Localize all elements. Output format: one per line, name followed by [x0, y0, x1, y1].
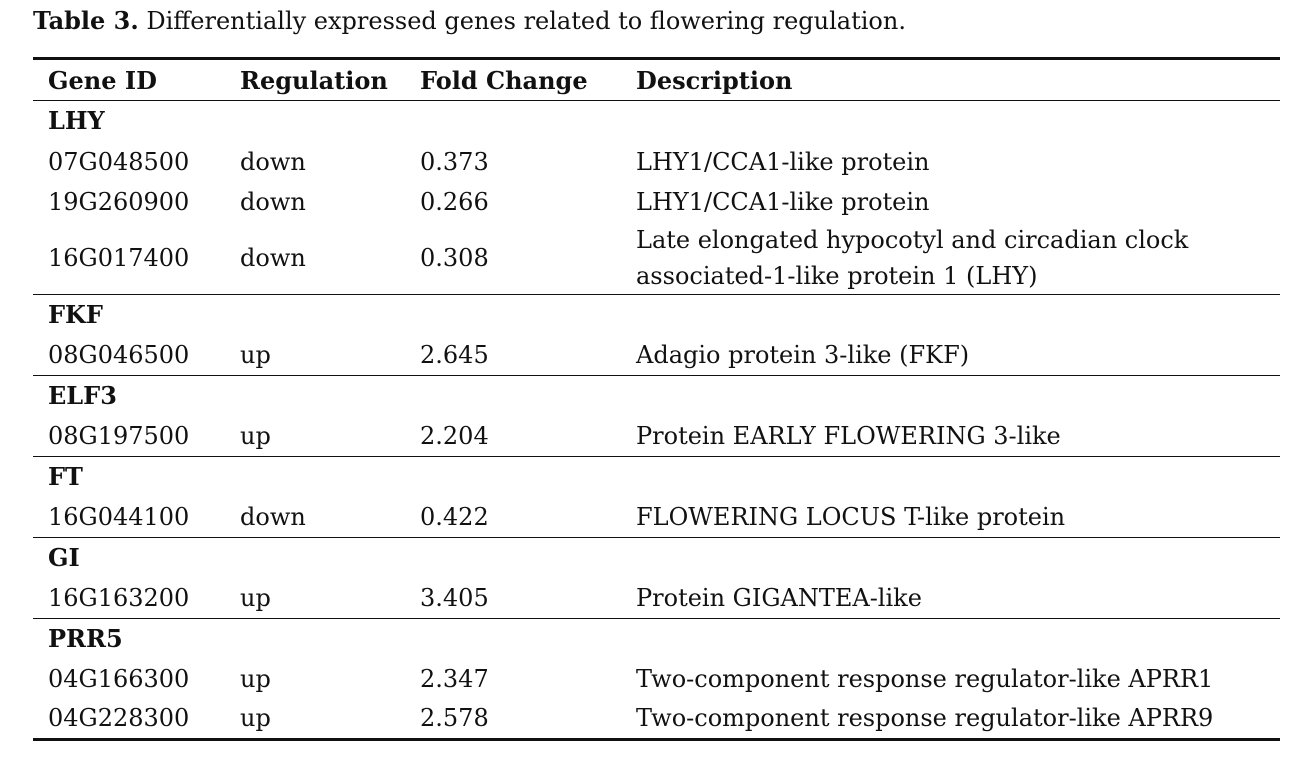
- fold-change-cell: 0.266: [420, 187, 489, 216]
- gene-id-cell: 04G166300: [48, 665, 190, 693]
- table-body: LHY 07G048500 down 0.373 LHY1/CCA1-like prot…: [33, 101, 1280, 739]
- regulation-cell: down: [240, 147, 306, 176]
- description-cell: Two-component response regulator-like AP…: [636, 704, 1214, 733]
- description-cell: Two-component response regulator-like AP…: [636, 665, 1214, 693]
- header-gene-id: Gene ID: [48, 65, 157, 95]
- regulation-cell: up: [240, 583, 271, 612]
- fold-change-cell: 0.422: [420, 502, 489, 531]
- group-row: PRR5: [33, 618, 1280, 659]
- header-regulation: Regulation: [240, 65, 388, 95]
- group-name: FT: [48, 461, 83, 491]
- description-cell: LHY1/CCA1-like protein: [636, 187, 930, 216]
- group-name: PRR5: [48, 623, 123, 653]
- gene-id-cell: 07G048500: [48, 147, 190, 176]
- gene-id-cell: 08G197500: [48, 421, 190, 450]
- gene-id-cell: 16G163200: [48, 583, 190, 612]
- table-row: 04G166300 up 2.347 Two-component response r…: [33, 659, 1280, 699]
- fold-change-cell: 2.347: [420, 665, 489, 693]
- regulation-cell: down: [240, 502, 306, 531]
- table-row: 04G228300 up 2.578 Two-component response r…: [33, 699, 1280, 739]
- header-fold-change: Fold Change: [420, 65, 588, 95]
- regulation-cell: up: [240, 340, 271, 369]
- table-row: 19G260900 down 0.266 LHY1/CCA1-like protein: [33, 182, 1280, 222]
- table-caption: Table 3. Differentially expressed genes …: [33, 6, 906, 35]
- caption-text: Differentially expressed genes related t…: [138, 7, 906, 35]
- regulation-cell: down: [240, 243, 306, 272]
- group-row: GI: [33, 537, 1280, 578]
- regulation-cell: up: [240, 704, 271, 733]
- group-row: FKF: [33, 294, 1280, 335]
- fold-change-cell: 3.405: [420, 583, 489, 612]
- header-row: Gene ID Regulation Fold Change Descripti…: [33, 58, 1280, 101]
- fold-change-cell: 2.204: [420, 421, 489, 450]
- table-row: 08G197500 up 2.204 Protein EARLY FLOWERING …: [33, 416, 1280, 456]
- gene-table: Gene ID Regulation Fold Change Descripti…: [33, 57, 1280, 741]
- group-name: GI: [48, 542, 80, 572]
- group-row: LHY: [33, 101, 1280, 142]
- regulation-cell: down: [240, 187, 306, 216]
- description-cell: Adagio protein 3-like (FKF): [636, 340, 970, 369]
- fold-change-cell: 2.578: [420, 704, 489, 733]
- table-row: 08G046500 up 2.645 Adagio protein 3-like (F…: [33, 335, 1280, 375]
- description-cell: LHY1/CCA1-like protein: [636, 147, 930, 176]
- fold-change-cell: 0.308: [420, 243, 489, 272]
- gene-id-cell: 16G017400: [48, 243, 190, 272]
- description-cell: FLOWERING LOCUS T-like protein: [636, 502, 1066, 531]
- gene-id-cell: 19G260900: [48, 187, 190, 216]
- header-description: Description: [636, 65, 793, 95]
- regulation-cell: up: [240, 665, 271, 693]
- table-row: 07G048500 down 0.373 LHY1/CCA1-like protein: [33, 142, 1280, 182]
- group-name: LHY: [48, 106, 105, 136]
- gene-id-cell: 16G044100: [48, 502, 190, 531]
- fold-change-cell: 0.373: [420, 147, 489, 176]
- group-row: FT: [33, 456, 1280, 497]
- regulation-cell: up: [240, 421, 271, 450]
- group-row: ELF3: [33, 375, 1280, 416]
- group-name: ELF3: [48, 380, 117, 410]
- gene-id-cell: 08G046500: [48, 340, 190, 369]
- table-row: 16G017400 down 0.308 Late elongated hypocot…: [33, 222, 1280, 295]
- description-cell: Protein EARLY FLOWERING 3-like: [636, 421, 1061, 450]
- caption-label: Table 3.: [33, 6, 139, 35]
- table-row: 16G163200 up 3.405 Protein GIGANTEA-like: [33, 578, 1280, 618]
- description-cell: Late elongated hypocotyl and circadian c…: [636, 225, 1189, 290]
- gene-id-cell: 04G228300: [48, 704, 190, 733]
- description-cell: Protein GIGANTEA-like: [636, 583, 922, 612]
- table-row: 16G044100 down 0.422 FLOWERING LOCUS T-like…: [33, 497, 1280, 537]
- fold-change-cell: 2.645: [420, 340, 489, 369]
- group-name: FKF: [48, 299, 103, 329]
